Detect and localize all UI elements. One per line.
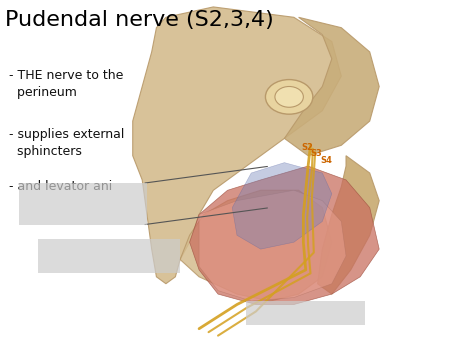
Bar [246, 301, 365, 325]
Polygon shape [133, 7, 341, 284]
Polygon shape [284, 17, 379, 156]
Text: S3: S3 [310, 149, 322, 158]
Text: Pudendal nerve (S2,3,4): Pudendal nerve (S2,3,4) [5, 10, 273, 30]
Text: - supplies external
  sphincters: - supplies external sphincters [9, 128, 125, 158]
Text: - and levator ani: - and levator ani [9, 180, 113, 193]
Ellipse shape [275, 86, 303, 107]
Bar [38, 239, 180, 273]
Polygon shape [180, 190, 332, 301]
Polygon shape [190, 166, 379, 304]
Bar [19, 183, 147, 225]
Polygon shape [232, 163, 332, 249]
Polygon shape [318, 156, 379, 294]
Ellipse shape [265, 80, 313, 114]
Text: - THE nerve to the
  perineum: - THE nerve to the perineum [9, 69, 124, 99]
Text: S4: S4 [320, 156, 332, 165]
Polygon shape [199, 190, 346, 301]
Text: S2: S2 [301, 143, 313, 152]
